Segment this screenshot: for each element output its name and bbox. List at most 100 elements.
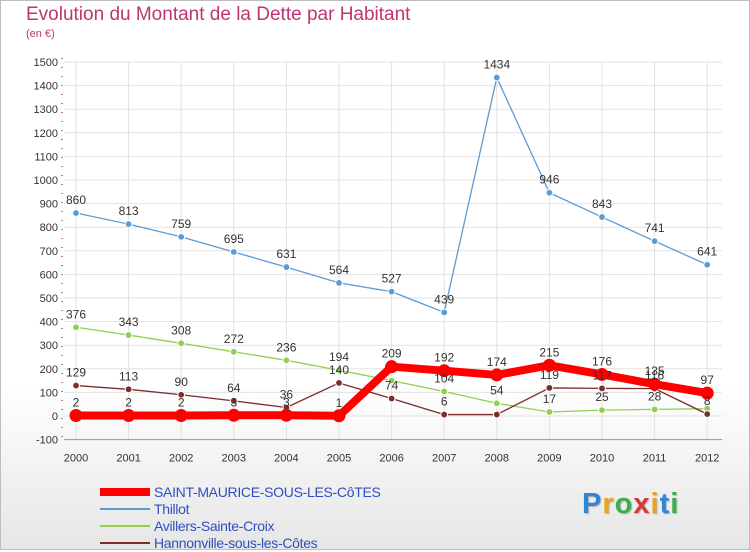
data-label: 343: [119, 315, 139, 329]
data-label: 28: [648, 389, 662, 403]
data-label: 860: [66, 193, 86, 207]
legend-swatch: [100, 508, 150, 510]
data-point: [387, 394, 396, 403]
data-point: [177, 390, 186, 399]
data-label: 641: [697, 245, 717, 259]
x-tick-label: 2011: [643, 453, 667, 465]
data-point: [440, 308, 449, 317]
data-label: 74: [385, 379, 399, 393]
data-point: [387, 287, 396, 296]
data-point: [490, 368, 504, 382]
data-point: [648, 377, 662, 391]
data-label: 439: [434, 292, 454, 306]
data-label: 695: [224, 232, 244, 246]
x-tick-label: 2004: [274, 453, 298, 465]
data-point: [598, 213, 606, 221]
data-label: 272: [224, 332, 244, 346]
data-label: 209: [382, 347, 402, 361]
data-point: [335, 278, 343, 287]
data-point: [545, 384, 554, 392]
legend-swatch: [100, 488, 150, 496]
y-tick-label: 1100: [34, 151, 58, 163]
data-point: [69, 409, 83, 423]
data-label: 174: [487, 355, 507, 369]
data-label: 119: [540, 368, 559, 382]
data-label: 741: [645, 221, 665, 235]
y-tick-label: 300: [40, 340, 58, 352]
data-point: [440, 387, 449, 396]
data-label: 194: [329, 350, 349, 364]
data-point: [229, 396, 238, 405]
legend-label: Avillers-Sainte-Croix: [154, 518, 275, 534]
y-tick-label: 1500: [34, 57, 58, 69]
data-label: 192: [434, 351, 454, 365]
data-point: [177, 232, 186, 241]
data-label: 215: [539, 345, 559, 359]
data-label: 376: [66, 307, 86, 321]
data-point: [229, 347, 238, 356]
y-tick-label: 1400: [34, 81, 58, 93]
legend-label: SAINT-MAURICE-SOUS-LES-CôTES: [154, 484, 381, 500]
data-point: [177, 339, 186, 348]
data-point: [72, 209, 80, 217]
data-point: [335, 366, 343, 375]
x-tick-label: 2000: [64, 453, 88, 465]
data-point: [332, 409, 346, 423]
y-tick-label: 200: [40, 364, 58, 376]
data-point: [72, 323, 80, 332]
y-tick-label: 100: [40, 387, 58, 399]
data-point: [227, 408, 241, 422]
data-point: [598, 384, 606, 393]
data-label: 36: [280, 388, 294, 402]
data-label: 946: [539, 173, 559, 187]
data-label: 116: [645, 369, 664, 383]
chart-title: Evolution du Montant de la Dette par Hab…: [26, 4, 411, 25]
data-point: [703, 410, 712, 419]
y-tick-label: 900: [40, 199, 58, 211]
data-label: 631: [276, 247, 296, 261]
data-point: [282, 356, 291, 365]
data-point: [124, 331, 133, 339]
data-label: 25: [595, 390, 609, 404]
x-tick-label: 2010: [590, 453, 614, 465]
x-tick-label: 2002: [169, 453, 193, 465]
data-point: [122, 409, 136, 423]
x-tick-label: 2009: [537, 453, 561, 465]
legend-label: Thillot: [154, 501, 190, 517]
x-tick-label: 2007: [432, 453, 456, 465]
data-point: [492, 399, 501, 408]
y-tick-label: 1200: [34, 128, 58, 140]
data-label: 564: [329, 263, 349, 277]
data-point: [124, 385, 133, 394]
data-label: 135: [645, 364, 665, 378]
x-tick-label: 2003: [222, 453, 246, 465]
data-label: 2: [178, 396, 185, 410]
data-label: 140: [329, 363, 349, 377]
data-point: [703, 260, 712, 269]
legend-label: Hannonville-sous-les-Côtes: [154, 535, 318, 551]
data-label: 113: [119, 369, 138, 383]
data-point: [492, 410, 501, 419]
data-point: [440, 410, 449, 419]
legend-swatch: [100, 542, 150, 544]
legend-swatch: [100, 525, 150, 527]
data-label: 8: [704, 394, 711, 408]
y-tick-label: 600: [40, 269, 58, 281]
data-point: [545, 188, 554, 197]
data-point: [387, 376, 396, 385]
data-label: 90: [175, 375, 189, 389]
data-point: [542, 358, 556, 372]
data-point: [595, 367, 609, 381]
y-tick-label: -100: [36, 435, 58, 447]
x-tick-label: 2008: [485, 453, 509, 465]
data-point: [282, 263, 291, 271]
data-label: 3: [283, 395, 290, 409]
data-label: 176: [592, 354, 612, 368]
data-label: 1: [336, 396, 343, 410]
data-label: 3: [230, 395, 237, 409]
data-point: [385, 360, 399, 374]
x-tick-label: 2005: [327, 453, 351, 465]
data-point: [124, 220, 133, 229]
